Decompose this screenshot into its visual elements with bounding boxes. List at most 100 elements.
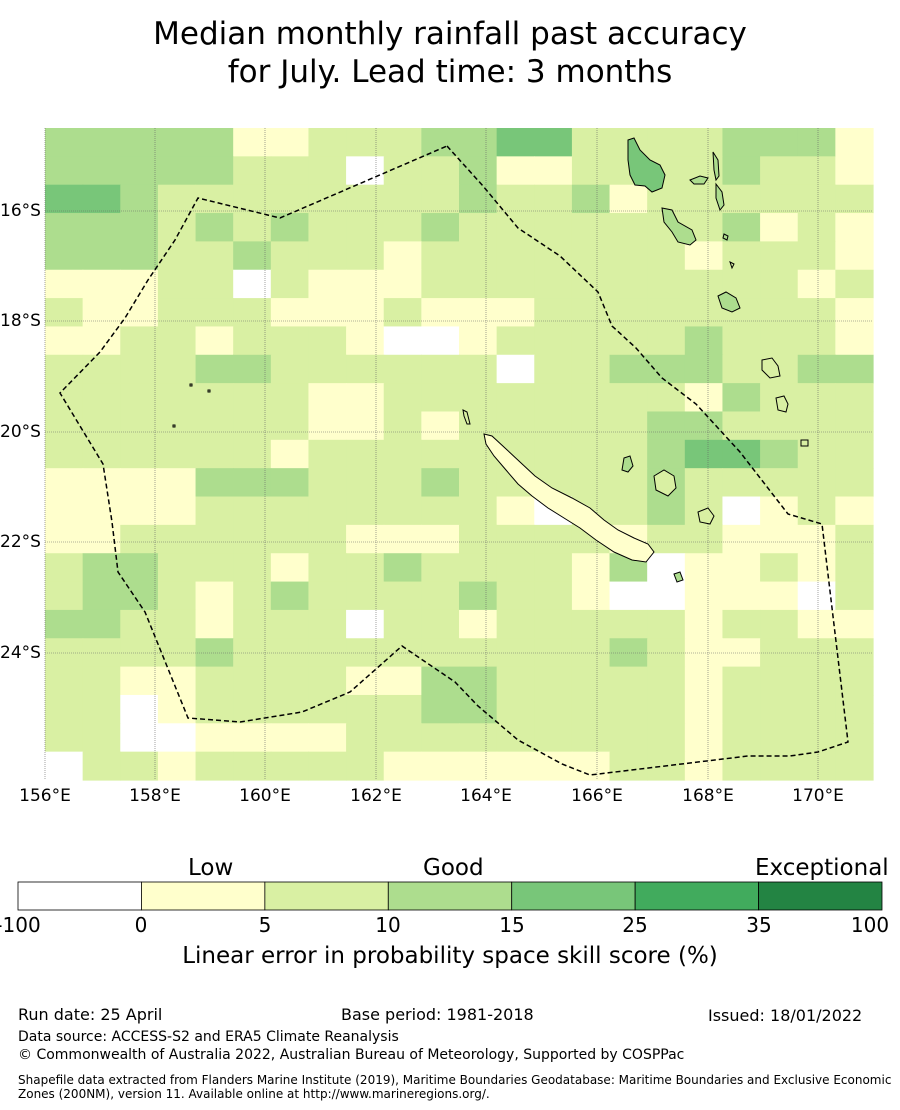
skill-cell [45, 241, 84, 271]
malakula-island [661, 207, 697, 246]
skill-cell [459, 468, 498, 498]
skill-cell [45, 609, 84, 639]
pentecost-island [715, 182, 725, 212]
skill-cell [459, 609, 498, 639]
small-island-a [722, 233, 729, 241]
skill-cell [760, 524, 799, 554]
tanna-island [775, 395, 789, 413]
lon-label-160: 160°E [239, 786, 291, 806]
skill-cell [571, 213, 611, 242]
skill-cell [195, 269, 234, 299]
skill-cell [496, 213, 535, 242]
skill-cell [421, 213, 460, 242]
small-island-c [800, 439, 809, 447]
skill-cell [722, 383, 761, 413]
skill-cell [195, 468, 234, 498]
skill-cell [571, 553, 611, 583]
skill-cell [157, 666, 197, 696]
skill-cell [534, 723, 573, 753]
lat-label-18s: 18°S [0, 311, 41, 331]
skill-cell [797, 269, 836, 299]
skill-cell [496, 184, 535, 214]
skill-cell [647, 439, 686, 469]
skill-cell [797, 496, 836, 526]
skill-cell [383, 354, 422, 384]
skill-grid [45, 128, 874, 781]
data-source: Data source: ACCESS-S2 and ERA5 Climate … [18, 1029, 399, 1045]
skill-cell [421, 751, 460, 781]
skill-cell [760, 298, 799, 328]
skill-cell [722, 128, 761, 157]
skill-cell [835, 609, 874, 639]
skill-cell [308, 666, 347, 696]
skill-cell [647, 609, 686, 639]
skill-cell [270, 524, 310, 554]
skill-cell [157, 383, 197, 413]
skill-cell [270, 269, 310, 299]
skill-cell [797, 609, 836, 639]
skill-cell [82, 354, 121, 384]
maewo-island [712, 151, 720, 182]
skill-cell [835, 439, 874, 469]
skill-cell [534, 156, 573, 186]
skill-cell [534, 411, 573, 441]
skill-cell [609, 694, 648, 724]
skill-cell [308, 694, 347, 724]
skill-cell [82, 326, 121, 356]
skill-cell [496, 354, 535, 384]
skill-cell [534, 383, 573, 413]
skill-cell [346, 383, 385, 413]
land-outlines [172, 137, 809, 583]
skill-cell [760, 326, 799, 356]
skill-cell [684, 468, 724, 498]
skill-cell [647, 411, 686, 441]
skill-cell [534, 269, 573, 299]
skill-cell [195, 383, 234, 413]
skill-cell [157, 213, 197, 242]
skill-cell [233, 609, 272, 639]
skill-cell [534, 326, 573, 356]
skill-cell [346, 439, 385, 469]
skill-cell [496, 383, 535, 413]
skill-cell [459, 269, 498, 299]
skill-cell [308, 468, 347, 498]
skill-cell [835, 553, 874, 583]
skill-cell [835, 383, 874, 413]
skill-cell [760, 694, 799, 724]
skill-cell [647, 581, 686, 611]
skill-cell [459, 751, 498, 781]
skill-cell [157, 326, 197, 356]
map-title-line-2: for July. Lead time: 3 months [227, 54, 673, 90]
skill-cell [308, 524, 347, 554]
skill-cell [233, 496, 272, 526]
skill-cell [459, 298, 498, 328]
skill-cell [383, 723, 422, 753]
skill-cell [797, 553, 836, 583]
skill-cell [195, 609, 234, 639]
skill-cell [346, 411, 385, 441]
skill-cell [571, 269, 611, 299]
colorbar-category-good: Good [423, 855, 484, 881]
skill-cell [233, 269, 272, 299]
skill-cell [157, 439, 197, 469]
skill-cell [571, 326, 611, 356]
skill-cell [270, 609, 310, 639]
skill-cell [835, 666, 874, 696]
skill-cell [835, 581, 874, 611]
skill-cell [459, 666, 498, 696]
skill-cell [45, 468, 84, 498]
skill-cell [120, 128, 159, 157]
skill-cell [722, 581, 761, 611]
skill-cell [571, 609, 611, 639]
skill-cell [684, 326, 724, 356]
skill-cell [308, 553, 347, 583]
skill-cell [496, 553, 535, 583]
skill-cell [684, 581, 724, 611]
skill-cell [270, 496, 310, 526]
skill-cell [534, 694, 573, 724]
skill-cell [82, 666, 121, 696]
skill-cell [82, 751, 121, 781]
skill-cell [647, 269, 686, 299]
skill-cell [45, 411, 84, 441]
skill-cell [233, 184, 272, 214]
